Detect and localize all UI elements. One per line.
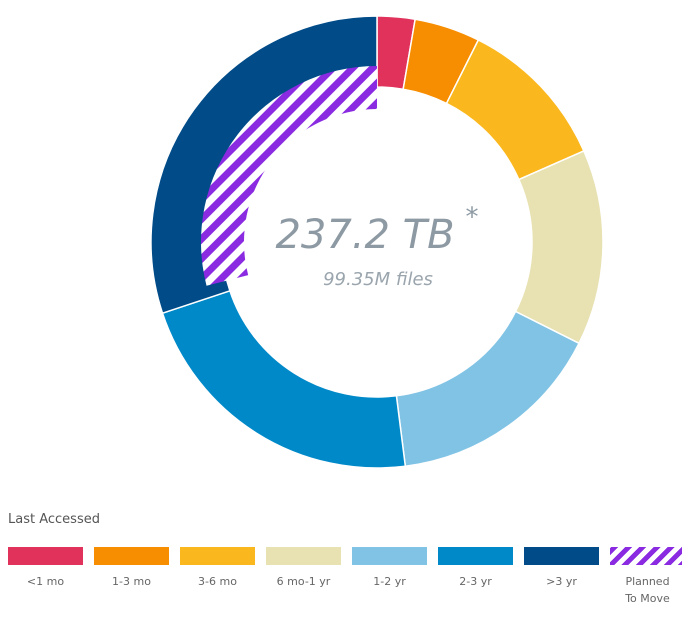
legend-label: 2-3 yr — [459, 575, 492, 588]
legend-item: >3 yr — [524, 547, 599, 607]
legend-swatch — [438, 547, 513, 565]
legend-swatch — [94, 547, 169, 565]
donut-segment — [514, 149, 604, 345]
legend-swatch — [180, 547, 255, 565]
donut-chart: 237.2 TB * 99.35M files — [150, 15, 604, 469]
legend-item: 3-6 mo — [180, 547, 255, 607]
legend-swatch — [8, 547, 83, 565]
legend-swatch — [524, 547, 599, 565]
legend-label: Planned To Move — [625, 575, 670, 605]
legend-title: Last Accessed — [8, 512, 100, 527]
donut-segment — [395, 310, 581, 468]
legend-item: 6 mo-1 yr — [266, 547, 341, 607]
legend: <1 mo 1-3 mo 3-6 mo 6 mo-1 yr 1-2 yr 2-3 yr >3… — [8, 547, 682, 607]
donut-segment — [445, 38, 585, 181]
legend-item: 1-3 mo — [94, 547, 169, 607]
legend-item: <1 mo — [8, 547, 83, 607]
center-subtitle: 99.35M files — [323, 269, 433, 290]
center-marker: * — [466, 203, 479, 233]
center-value: 237.2 TB — [275, 212, 454, 258]
legend-swatch — [610, 547, 682, 565]
legend-label: 1-2 yr — [373, 575, 406, 588]
legend-item: Planned To Move — [610, 547, 682, 607]
legend-swatch — [266, 547, 341, 565]
legend-label: 6 mo-1 yr — [276, 575, 331, 588]
legend-label: >3 yr — [546, 575, 577, 588]
legend-label: 1-3 mo — [112, 575, 151, 588]
legend-swatch — [352, 547, 427, 565]
legend-item: 1-2 yr — [352, 547, 427, 607]
legend-label: 3-6 mo — [198, 575, 237, 588]
planned-segment — [201, 66, 377, 286]
legend-item: 2-3 yr — [438, 547, 513, 607]
donut-segment — [161, 289, 407, 469]
legend-label: <1 mo — [26, 575, 65, 588]
